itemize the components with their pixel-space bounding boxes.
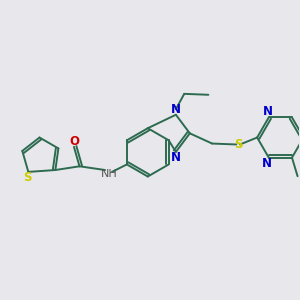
- Text: O: O: [69, 135, 79, 148]
- Text: N: N: [171, 152, 181, 164]
- Text: N: N: [263, 105, 273, 118]
- Text: S: S: [234, 138, 242, 151]
- Text: S: S: [23, 171, 32, 184]
- Text: N: N: [262, 157, 272, 170]
- Text: N: N: [171, 103, 181, 116]
- Text: NH: NH: [100, 169, 117, 179]
